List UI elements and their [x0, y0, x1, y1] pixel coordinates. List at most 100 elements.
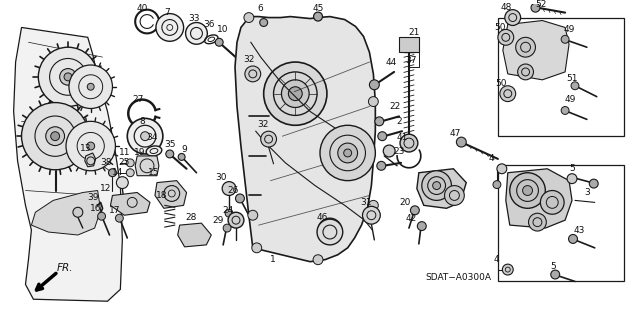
Text: 5: 5 — [569, 164, 575, 173]
Text: 22: 22 — [390, 102, 401, 111]
Polygon shape — [503, 20, 569, 80]
Circle shape — [64, 73, 72, 81]
Text: 37: 37 — [405, 56, 417, 64]
Polygon shape — [135, 156, 159, 176]
Circle shape — [505, 10, 520, 26]
Circle shape — [516, 37, 536, 57]
Polygon shape — [31, 190, 100, 235]
Text: FR.: FR. — [57, 263, 73, 273]
Circle shape — [523, 186, 532, 196]
Text: 31: 31 — [361, 198, 372, 207]
Circle shape — [317, 219, 343, 245]
Circle shape — [320, 125, 375, 181]
Circle shape — [314, 12, 323, 21]
Text: 7: 7 — [164, 8, 170, 17]
Circle shape — [561, 107, 569, 115]
Text: 45: 45 — [312, 4, 324, 13]
Circle shape — [344, 149, 351, 157]
Text: 30: 30 — [216, 173, 227, 182]
Circle shape — [260, 131, 276, 147]
Ellipse shape — [146, 146, 162, 156]
Text: 15: 15 — [148, 168, 160, 177]
Circle shape — [502, 264, 513, 275]
Text: 17: 17 — [109, 206, 120, 215]
Polygon shape — [84, 153, 95, 167]
Text: 41: 41 — [396, 133, 408, 142]
Text: 14: 14 — [112, 168, 123, 177]
Text: 26: 26 — [227, 186, 239, 195]
Text: 46: 46 — [316, 213, 328, 222]
Bar — [498, 18, 625, 136]
Polygon shape — [506, 169, 572, 228]
Circle shape — [509, 173, 545, 208]
Circle shape — [45, 127, 65, 145]
Text: 28: 28 — [186, 213, 197, 222]
Text: 3: 3 — [584, 188, 589, 197]
Circle shape — [109, 169, 116, 177]
Text: 5: 5 — [550, 262, 556, 271]
Circle shape — [141, 132, 150, 141]
Circle shape — [51, 132, 60, 141]
Circle shape — [116, 177, 128, 189]
Circle shape — [66, 121, 115, 171]
Circle shape — [156, 14, 184, 41]
Text: 10: 10 — [218, 25, 229, 34]
Circle shape — [264, 62, 327, 125]
Circle shape — [498, 29, 514, 45]
Circle shape — [551, 270, 559, 279]
Text: 32: 32 — [257, 120, 268, 129]
Text: 50: 50 — [494, 23, 506, 32]
Text: 38: 38 — [100, 158, 111, 167]
Circle shape — [493, 181, 501, 189]
Circle shape — [313, 255, 323, 265]
Circle shape — [223, 224, 231, 232]
Text: 4: 4 — [493, 255, 499, 264]
Circle shape — [497, 164, 507, 174]
Text: 50: 50 — [495, 79, 507, 88]
Polygon shape — [111, 192, 150, 215]
Text: 25: 25 — [118, 158, 130, 167]
Text: 4: 4 — [488, 154, 494, 163]
Text: 39: 39 — [87, 193, 99, 202]
Text: 16: 16 — [90, 204, 101, 213]
Text: 47: 47 — [450, 129, 461, 138]
Text: 23: 23 — [394, 147, 404, 157]
Circle shape — [215, 38, 223, 46]
Text: 19: 19 — [134, 148, 146, 158]
Text: 32: 32 — [243, 55, 255, 63]
Circle shape — [456, 137, 467, 147]
Circle shape — [378, 132, 387, 141]
Text: 49: 49 — [564, 95, 576, 104]
Circle shape — [120, 201, 128, 209]
Circle shape — [571, 82, 579, 90]
Circle shape — [383, 145, 395, 157]
Circle shape — [69, 65, 113, 108]
Text: 48: 48 — [500, 3, 511, 12]
Circle shape — [377, 161, 386, 170]
Circle shape — [375, 117, 384, 126]
Circle shape — [87, 142, 95, 150]
Circle shape — [318, 218, 342, 242]
Circle shape — [186, 23, 207, 44]
Text: 43: 43 — [573, 226, 584, 234]
Circle shape — [248, 210, 258, 220]
Text: 18: 18 — [156, 191, 168, 200]
Circle shape — [98, 212, 106, 220]
Circle shape — [589, 179, 598, 188]
Polygon shape — [13, 27, 122, 301]
Polygon shape — [155, 181, 187, 208]
Text: 34: 34 — [147, 133, 157, 142]
Text: 24: 24 — [223, 206, 234, 215]
Circle shape — [369, 80, 380, 90]
Text: 12: 12 — [100, 184, 111, 193]
Text: 36: 36 — [204, 20, 215, 29]
Text: 1: 1 — [269, 255, 275, 264]
Text: 40: 40 — [136, 4, 148, 13]
Circle shape — [73, 207, 83, 217]
Circle shape — [225, 209, 233, 217]
Text: 44: 44 — [385, 57, 397, 67]
Circle shape — [568, 234, 577, 243]
Text: 42: 42 — [405, 214, 417, 223]
Circle shape — [244, 13, 254, 23]
Circle shape — [127, 118, 163, 154]
